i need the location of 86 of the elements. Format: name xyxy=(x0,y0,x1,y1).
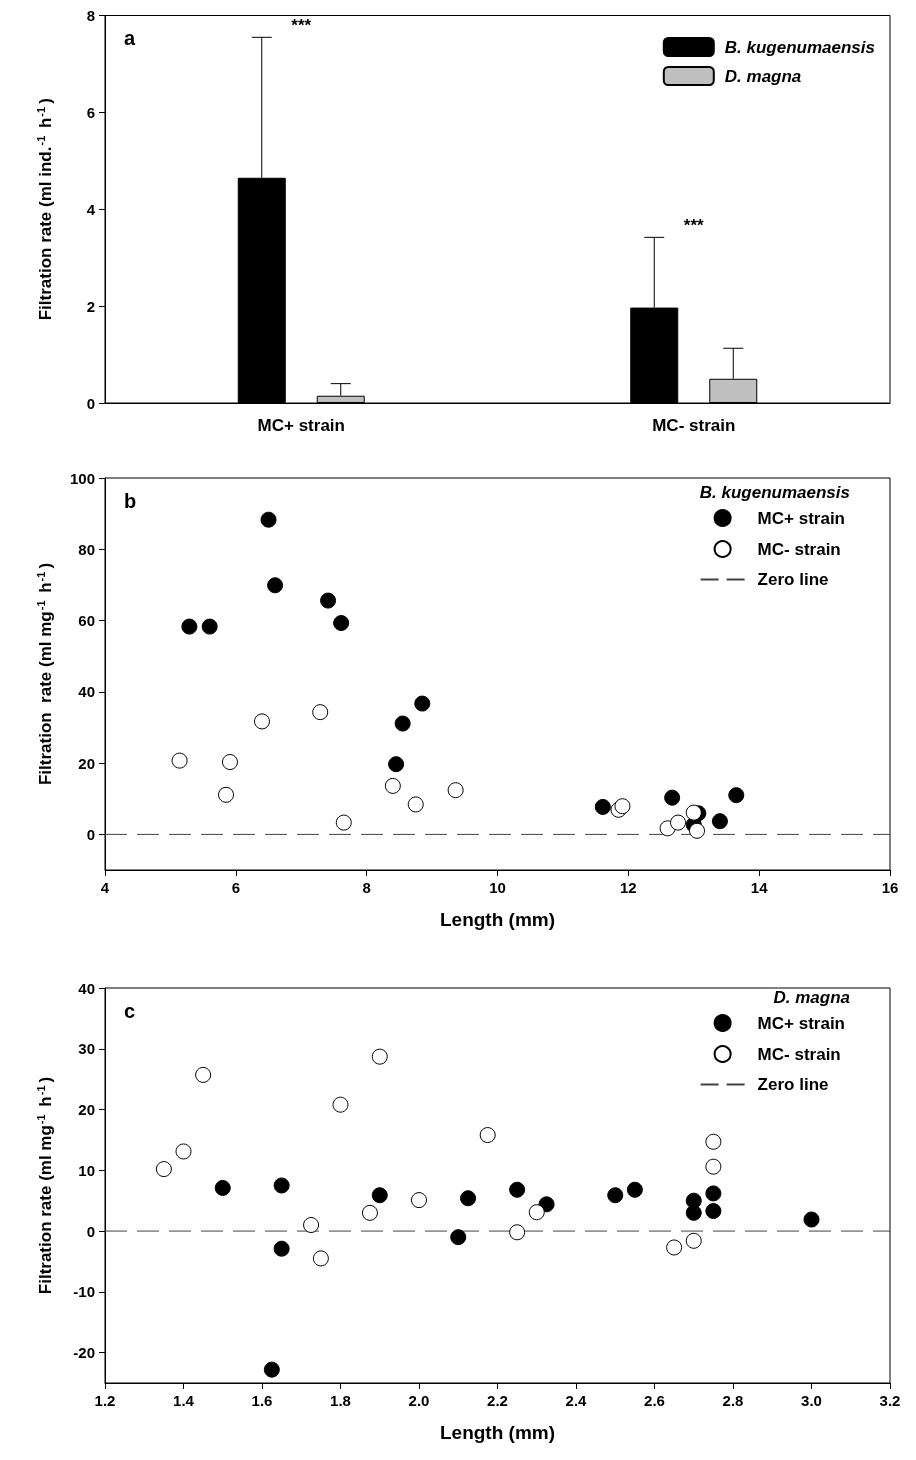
y-tick-label: 0 xyxy=(86,825,95,843)
y-tick-label: 20 xyxy=(78,1101,95,1119)
y-axis-title: Filtration rate (ml mg-1 h-1) xyxy=(34,562,55,786)
legend-label: D. magna xyxy=(724,66,802,86)
text: c xyxy=(124,1000,136,1022)
point xyxy=(201,618,218,635)
legend-label: MC+ strain xyxy=(757,1013,846,1033)
point xyxy=(371,1187,388,1204)
point xyxy=(685,804,702,821)
y-tick-label: -20 xyxy=(73,1344,95,1362)
x-tick-label: 10 xyxy=(489,879,506,896)
x-axis-title: Length (mm) xyxy=(439,1422,556,1443)
y-tick-label: 20 xyxy=(78,754,95,772)
point xyxy=(705,1185,722,1202)
point xyxy=(685,1204,702,1221)
point xyxy=(333,615,350,632)
point xyxy=(273,1177,290,1194)
annotation: *** xyxy=(291,15,312,35)
point xyxy=(509,1181,526,1198)
legend-label: Zero line xyxy=(757,570,829,589)
x-tick-label: 1.2 xyxy=(94,1392,116,1409)
point xyxy=(664,789,681,806)
point xyxy=(607,1187,624,1204)
y-tick-label: -10 xyxy=(73,1283,95,1301)
point xyxy=(273,1240,290,1257)
point xyxy=(181,618,198,635)
legend-label: B. kugenumaensis xyxy=(724,37,876,57)
y-tick-label: 100 xyxy=(69,469,95,487)
y-tick-label: 0 xyxy=(86,394,95,412)
point xyxy=(803,1211,820,1228)
x-tick-label: 12 xyxy=(619,879,637,896)
y-tick-label: 8 xyxy=(86,7,95,24)
y-axis-title: Filtration rate (ml ind.-1 h-1) xyxy=(34,98,55,321)
legend-label: MC- strain xyxy=(757,1044,841,1064)
x-tick-label: 1.6 xyxy=(251,1392,273,1409)
x-tick-label: 16 xyxy=(881,879,899,896)
point xyxy=(214,1179,231,1196)
text: b xyxy=(124,490,137,512)
legend-title: D. magna xyxy=(773,988,851,1007)
x-tick-label: 2.2 xyxy=(487,1392,508,1409)
point xyxy=(728,787,745,804)
x-tick-label: 2.4 xyxy=(565,1392,588,1409)
legend-label: MC- strain xyxy=(757,539,841,559)
y-tick-label: 2 xyxy=(86,297,95,315)
point xyxy=(614,798,631,815)
y-tick-label: 40 xyxy=(78,683,95,701)
y-tick-label: 10 xyxy=(78,1161,95,1179)
x-tick-label: 3.0 xyxy=(801,1392,822,1409)
legend-title: B. kugenumaensis xyxy=(699,483,851,502)
y-tick-label: 4 xyxy=(86,200,96,218)
point xyxy=(711,813,728,830)
x-tick-label: 6 xyxy=(231,879,241,896)
x-axis-title: Length (mm) xyxy=(439,909,556,930)
point xyxy=(263,1361,280,1378)
x-tick-label: 8 xyxy=(362,879,371,896)
y-tick-label: 60 xyxy=(78,612,95,630)
annotation: *** xyxy=(683,215,705,235)
point xyxy=(689,822,706,839)
y-tick-label: 6 xyxy=(86,103,95,121)
legend-label: Zero line xyxy=(757,1075,829,1094)
x-tick-label: 3.2 xyxy=(879,1392,901,1409)
point xyxy=(320,592,337,609)
y-tick-label: 30 xyxy=(78,1040,95,1058)
point xyxy=(460,1190,477,1207)
x-tick-label: 2.0 xyxy=(408,1392,430,1409)
x-tick-label: 14 xyxy=(750,879,769,896)
point xyxy=(626,1181,643,1198)
x-tick-label: 2.6 xyxy=(644,1392,665,1409)
point xyxy=(414,695,431,712)
point xyxy=(594,798,611,815)
y-axis-title: Filtration rate (ml mg-1 h-1) xyxy=(34,1076,55,1295)
y-tick-label: 40 xyxy=(78,979,95,997)
point xyxy=(388,756,405,773)
y-tick-label: 0 xyxy=(86,1222,95,1240)
y-tick-label: 80 xyxy=(78,540,95,558)
x-tick-label: 1.4 xyxy=(173,1392,195,1409)
point xyxy=(450,1229,467,1246)
text: a xyxy=(124,27,136,49)
x-tick-label: 2.8 xyxy=(722,1392,744,1409)
legend-label: MC+ strain xyxy=(757,508,846,528)
point xyxy=(394,715,411,732)
point xyxy=(260,511,277,528)
x-tick-label: 1.8 xyxy=(330,1392,351,1409)
point xyxy=(705,1203,722,1220)
x-tick-label: 4 xyxy=(100,879,110,896)
point xyxy=(267,577,284,594)
